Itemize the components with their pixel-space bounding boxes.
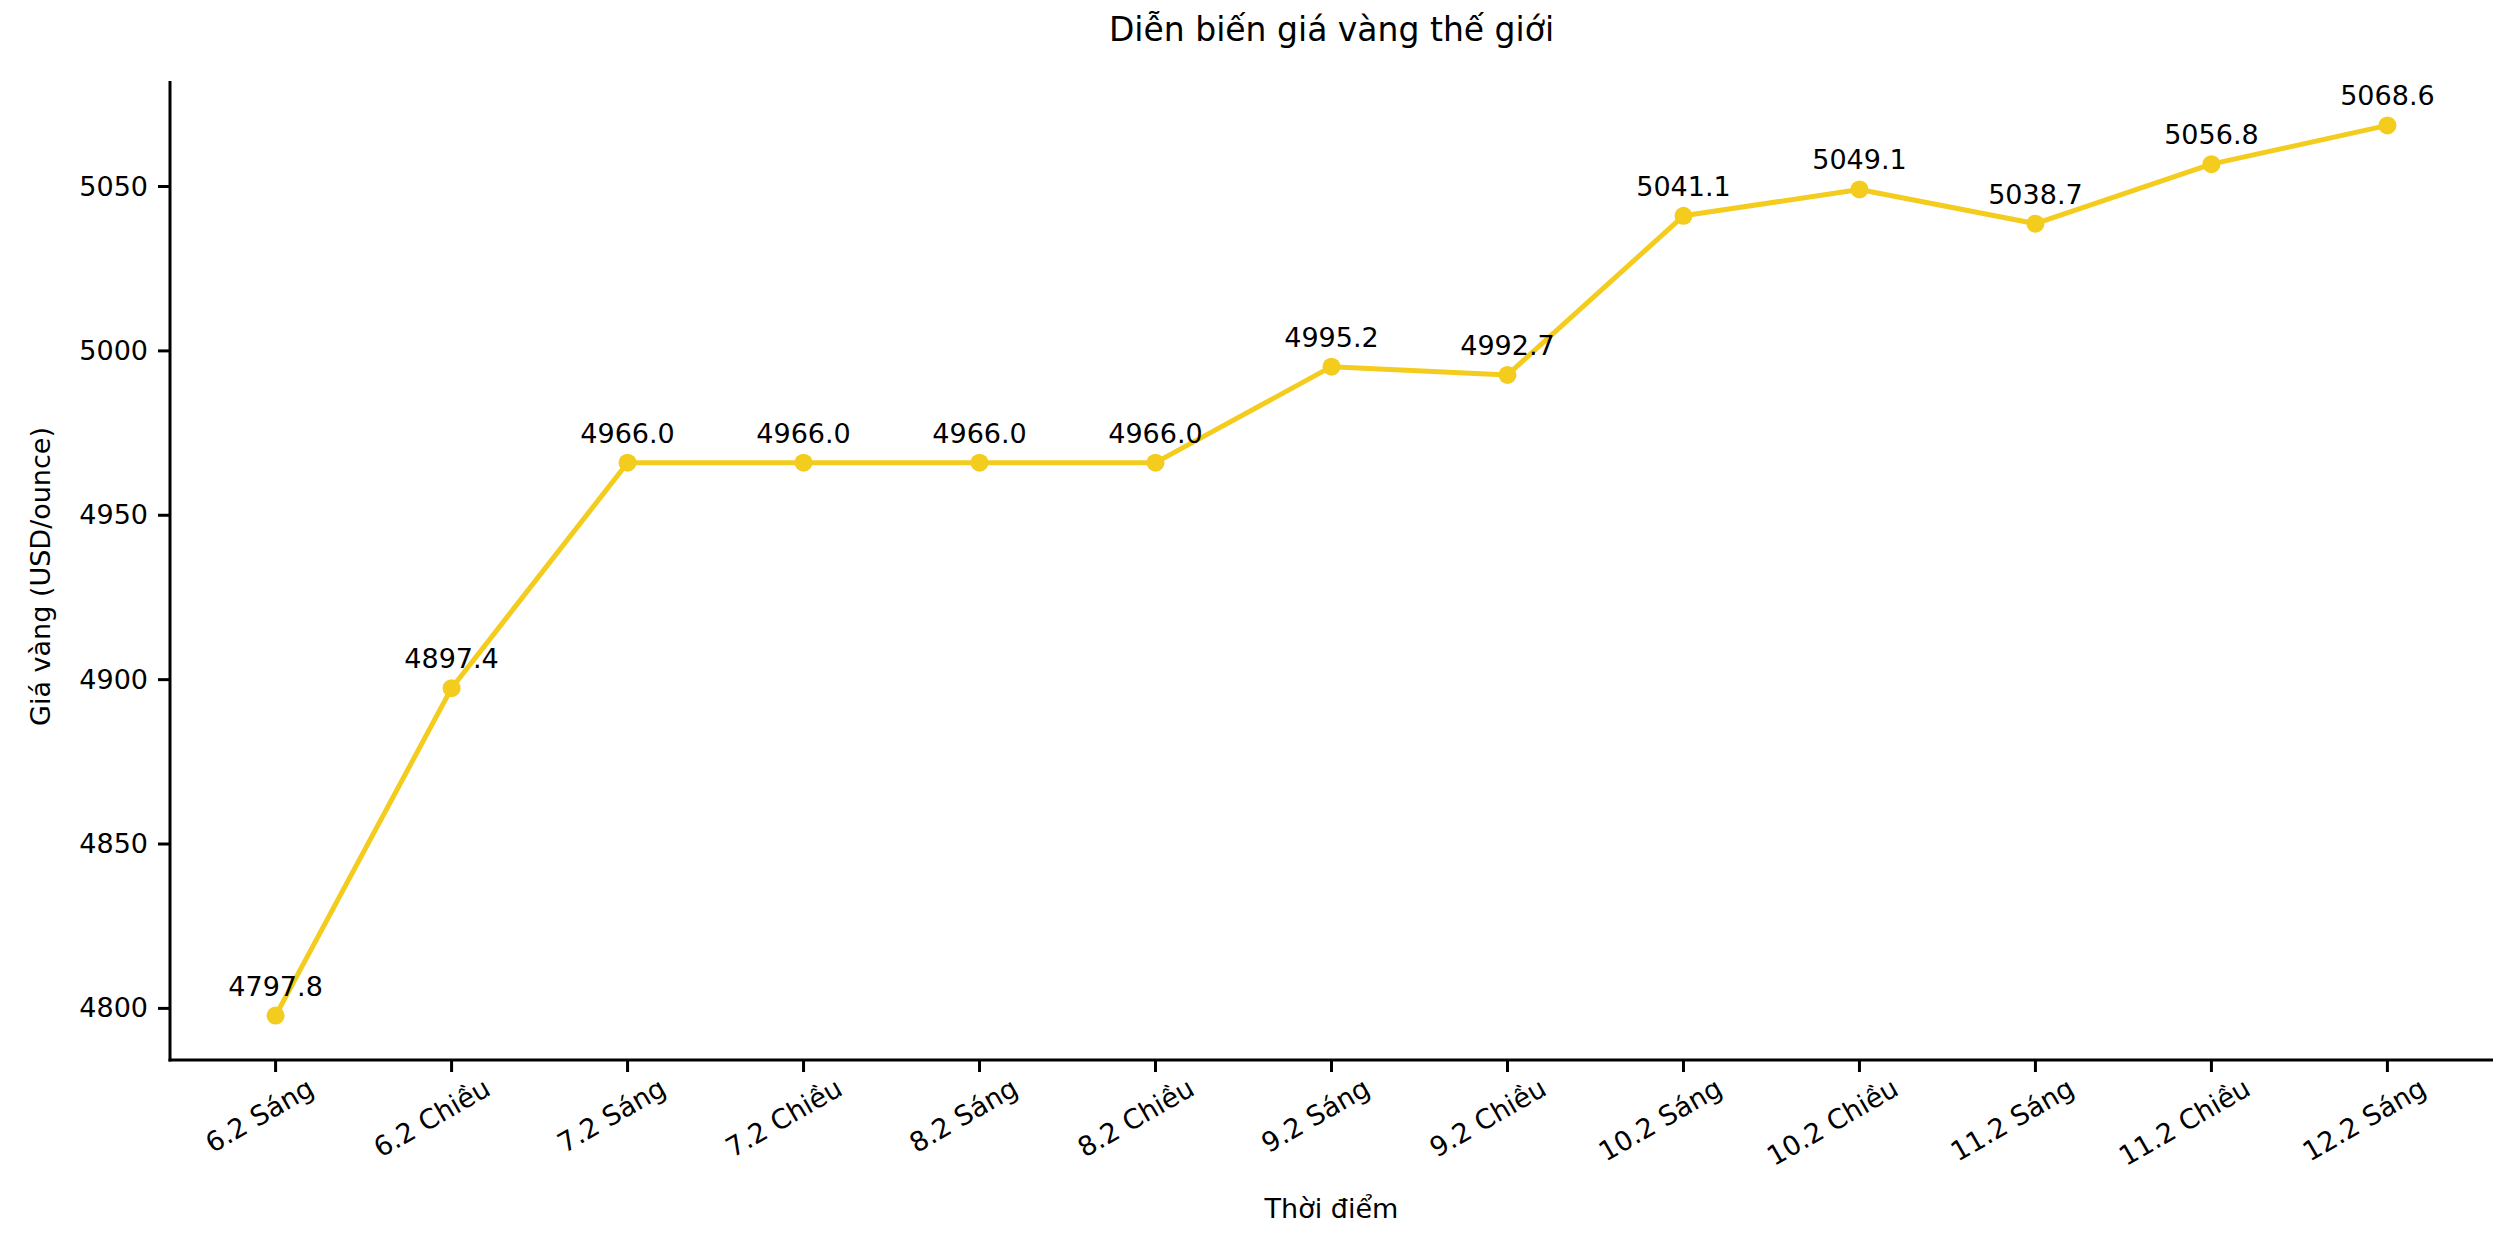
data-point-marker <box>971 454 989 472</box>
gold-price-line-chart: Diễn biến giá vàng thế giới Giá vàng (US… <box>0 0 2520 1260</box>
data-point-label: 4966.0 <box>756 418 850 450</box>
data-point-label: 4797.8 <box>228 971 322 1003</box>
data-point-label: 5056.8 <box>2164 119 2258 151</box>
data-point-label: 5041.1 <box>1636 171 1730 203</box>
plot-area <box>0 0 2520 1260</box>
data-point-marker <box>267 1007 285 1025</box>
data-point-marker <box>1498 366 1516 384</box>
data-point-marker <box>1674 207 1692 225</box>
y-tick-label: 4950 <box>0 499 148 531</box>
data-point-marker <box>443 679 461 697</box>
y-tick-label: 4800 <box>0 992 148 1024</box>
data-point-marker <box>1850 180 1868 198</box>
data-point-label: 4966.0 <box>1108 418 1202 450</box>
y-tick-label: 4850 <box>0 828 148 860</box>
data-point-label: 5049.1 <box>1812 144 1906 176</box>
y-tick-label: 5000 <box>0 335 148 367</box>
data-point-marker <box>2026 215 2044 233</box>
data-point-marker <box>619 454 637 472</box>
data-point-marker <box>1323 358 1341 376</box>
data-point-marker <box>2378 116 2396 134</box>
data-point-label: 5038.7 <box>1988 179 2082 211</box>
price-line <box>276 125 2388 1015</box>
data-point-label: 5068.6 <box>2340 80 2434 112</box>
data-point-marker <box>1147 454 1165 472</box>
data-point-label: 4897.4 <box>404 643 498 675</box>
data-point-label: 4966.0 <box>932 418 1026 450</box>
data-point-label: 4966.0 <box>580 418 674 450</box>
data-point-label: 4995.2 <box>1284 322 1378 354</box>
y-tick-label: 4900 <box>0 664 148 696</box>
data-point-label: 4992.7 <box>1460 330 1554 362</box>
data-point-marker <box>795 454 813 472</box>
data-point-marker <box>2202 155 2220 173</box>
y-tick-label: 5050 <box>0 171 148 203</box>
